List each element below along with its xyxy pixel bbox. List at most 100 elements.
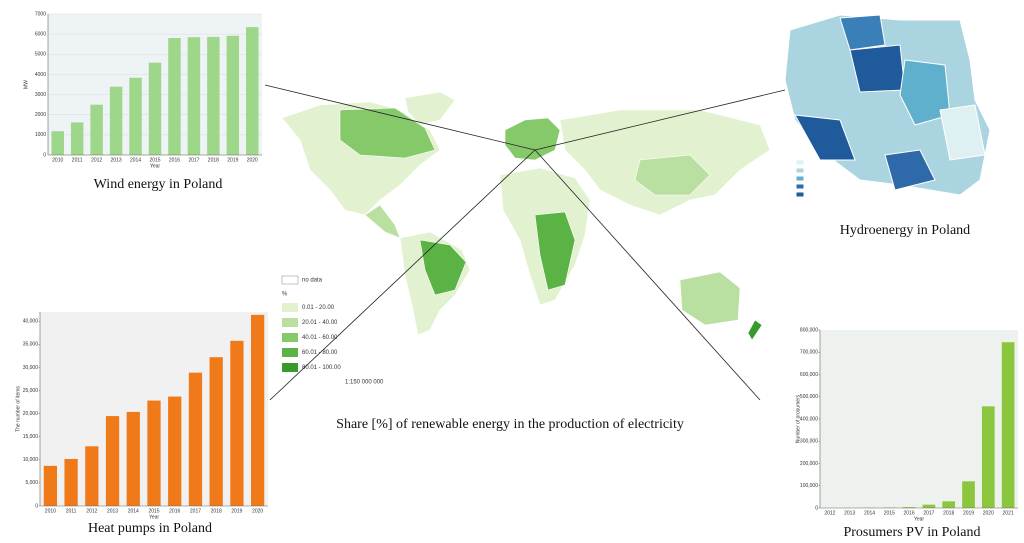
region <box>939 104 986 161</box>
bar <box>207 36 220 155</box>
world-map <box>281 91 771 341</box>
poland-hydro-map <box>784 14 991 198</box>
bar <box>922 504 936 508</box>
x-tick-label: 2015 <box>884 510 895 516</box>
y-tick-label: 0 <box>35 503 38 509</box>
y-tick-label: 10,000 <box>23 457 39 463</box>
y-tick-label: 600,000 <box>800 372 818 378</box>
y-tick-label: 5000 <box>35 52 46 58</box>
legend-label: 80.01 - 100.00 <box>302 365 341 371</box>
bar <box>51 131 64 155</box>
legend-swatch <box>282 363 298 372</box>
x-tick-label: 2018 <box>208 157 219 163</box>
bar <box>85 446 99 506</box>
bar <box>70 122 84 155</box>
x-tick-label: 2016 <box>904 510 915 516</box>
bar <box>188 372 203 506</box>
legend-label: 0.01 - 20.00 <box>302 305 335 311</box>
bar <box>168 396 182 506</box>
region <box>839 14 886 51</box>
chart-title: Wind energy in Poland <box>94 177 223 192</box>
x-axis-label: Year <box>150 163 160 169</box>
x-tick-label: 2015 <box>148 508 159 514</box>
y-tick-label: 4000 <box>35 72 46 78</box>
legend-label: 40.01 - 60.00 <box>302 335 338 341</box>
europe <box>504 117 561 161</box>
china <box>634 154 711 196</box>
y-tick-label: 35,000 <box>23 342 39 348</box>
y-tick-label: 40,000 <box>23 319 39 325</box>
central-america <box>364 204 401 239</box>
y-tick-label: 800,000 <box>800 327 818 333</box>
legend-swatch <box>795 183 805 190</box>
arrow <box>269 149 536 401</box>
arrow <box>264 84 536 151</box>
x-tick-label: 2014 <box>130 157 141 163</box>
x-tick-label: 2014 <box>864 510 875 516</box>
x-tick-label: 2014 <box>128 508 139 514</box>
bar <box>942 501 956 508</box>
x-tick-label: 2012 <box>824 510 835 516</box>
region <box>784 14 991 196</box>
arrows <box>264 84 786 401</box>
x-tick-label: 2019 <box>231 508 242 514</box>
bar <box>981 406 995 508</box>
legend-swatch <box>282 348 298 357</box>
legend-label: no data <box>302 278 323 284</box>
bar <box>902 507 916 508</box>
x-tick-label: 2017 <box>190 508 201 514</box>
x-tick-label: 2015 <box>149 157 160 163</box>
y-tick-label: 20,000 <box>23 411 39 417</box>
central-africa <box>534 211 576 291</box>
legend-swatch <box>795 175 805 182</box>
legend-swatch <box>281 275 299 285</box>
legend-swatch <box>795 159 805 166</box>
bar <box>1001 342 1015 508</box>
bar <box>168 38 181 156</box>
y-tick-label: 0 <box>815 505 818 511</box>
x-tick-label: 2020 <box>252 508 263 514</box>
map-caption: Share [%] of renewable energy in the pro… <box>336 417 684 432</box>
bar <box>246 27 259 155</box>
y-tick-label: 6000 <box>35 31 46 37</box>
bar <box>251 314 265 506</box>
bar <box>230 340 244 506</box>
bar <box>129 77 142 155</box>
legend-swatch <box>795 191 805 198</box>
y-tick-label: 1000 <box>35 132 46 138</box>
y-tick-label: 5,000 <box>25 480 38 486</box>
legend-label: 60.01 - 80.00 <box>302 350 338 356</box>
bar <box>226 35 240 155</box>
x-tick-label: 2012 <box>91 157 102 163</box>
map-scale: 1:150 000 000 <box>345 380 384 386</box>
x-tick-label: 2017 <box>923 510 934 516</box>
arrow <box>534 149 761 401</box>
x-tick-label: 2020 <box>247 157 258 163</box>
bar <box>126 411 140 506</box>
y-axis-label: Number of prosumers <box>795 394 801 443</box>
hydro-caption: Hydroenergy in Poland <box>840 223 970 238</box>
y-tick-label: 700,000 <box>800 350 818 356</box>
region <box>849 44 906 93</box>
new-zealand <box>747 319 763 341</box>
y-tick-label: 0 <box>43 152 46 158</box>
y-tick-label: 3000 <box>35 92 46 98</box>
region <box>899 59 951 126</box>
y-tick-label: 30,000 <box>23 365 39 371</box>
x-tick-label: 2010 <box>52 157 63 163</box>
bar <box>962 481 975 508</box>
x-tick-label: 2018 <box>943 510 954 516</box>
x-tick-label: 2013 <box>844 510 855 516</box>
bar <box>187 37 201 155</box>
brazil <box>419 239 467 296</box>
y-tick-label: 500,000 <box>800 394 818 400</box>
x-tick-label: 2013 <box>111 157 122 163</box>
greenland <box>404 91 456 126</box>
bar <box>209 357 223 506</box>
x-tick-label: 2013 <box>107 508 118 514</box>
x-tick-label: 2016 <box>169 508 180 514</box>
chart-title: Prosumers PV in Poland <box>843 525 980 540</box>
legend-unit: % <box>282 292 288 298</box>
region <box>794 114 856 161</box>
